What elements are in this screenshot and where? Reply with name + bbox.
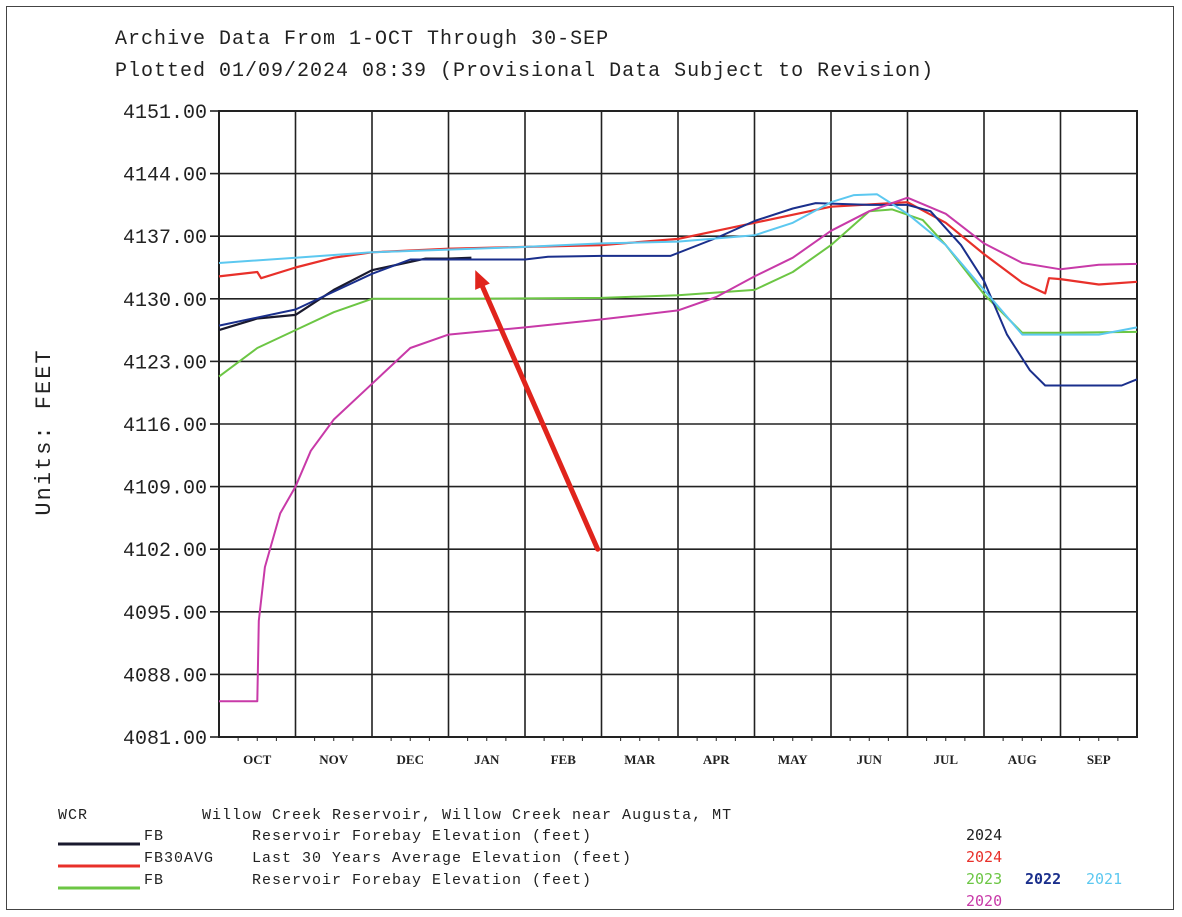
y-tick-label: 4130.00 [123, 290, 207, 313]
y-tick-label: 4116.00 [123, 415, 207, 438]
x-tick-label: JUN [857, 752, 883, 767]
x-tick-label: DEC [397, 752, 424, 767]
x-tick-labels: OCT NOV DEC JAN FEB MAR APR MAY JUN JUL AUG SEP [237, 737, 1119, 767]
series-line-fb-2023 [218, 208, 1138, 378]
y-axis-label: Units: FEET [32, 348, 57, 515]
legend-year-2024: 2024 [966, 826, 1002, 844]
legend-code-fb-2: FB [144, 872, 164, 889]
legend-desc-fb-2: Reservoir Forebay Elevation (feet) [252, 872, 592, 889]
y-tick-label: 4081.00 [123, 728, 207, 751]
series-group [218, 193, 1138, 703]
series-line-fb-2022 [218, 202, 1138, 387]
y-tick-labels: 4151.00 4144.00 4137.00 4130.00 4123.00 4116.… [123, 102, 219, 751]
y-tick-label: 4109.00 [123, 478, 207, 501]
legend-year-2022: 2022 [1025, 870, 1061, 888]
x-tick-label: NOV [319, 752, 349, 767]
legend-year-2021: 2021 [1086, 870, 1122, 888]
legend-desc-fb: Reservoir Forebay Elevation (feet) [252, 828, 592, 845]
plot-grid [218, 110, 1138, 738]
y-tick-label: 4144.00 [123, 165, 207, 188]
annotation-group [475, 270, 601, 552]
legend-desc-fb30avg: Last 30 Years Average Elevation (feet) [252, 850, 632, 867]
x-tick-label: OCT [243, 752, 272, 767]
annotation-arrow-head [475, 270, 490, 290]
x-tick-label: APR [703, 752, 730, 767]
series-line-fb30avg-2024 [218, 201, 1138, 295]
y-tick-label: 4095.00 [123, 603, 207, 626]
x-tick-label: AUG [1008, 752, 1037, 767]
legend-code-fb30avg: FB30AVG [144, 850, 214, 867]
y-tick-label: 4123.00 [123, 352, 207, 375]
legend-year-2020: 2020 [966, 892, 1002, 910]
y-tick-label: 4151.00 [123, 102, 207, 125]
chart-header-line1: Archive Data From 1-OCT Through 30-SEP [115, 28, 609, 51]
x-tick-label: FEB [551, 752, 577, 767]
legend-year-2023: 2023 [966, 870, 1002, 888]
x-tick-label: SEP [1087, 752, 1111, 767]
y-tick-label: 4088.00 [123, 665, 207, 688]
legend-year-2024-avg: 2024 [966, 848, 1002, 866]
y-tick-label: 4137.00 [123, 227, 207, 250]
x-tick-label: JUL [933, 752, 958, 767]
chart-frame [6, 6, 1174, 910]
annotation-arrow-shaft [480, 284, 601, 552]
legend-station-code: WCR [58, 807, 88, 824]
y-tick-label: 4102.00 [123, 540, 207, 563]
x-tick-label: MAY [778, 752, 808, 767]
x-tick-label: MAR [624, 752, 656, 767]
legend-code-fb: FB [144, 828, 164, 845]
x-tick-label: JAN [474, 752, 500, 767]
series-line-fb-2021 [218, 193, 1138, 336]
series-line-fb-2020 [219, 196, 1138, 703]
legend-station-name: Willow Creek Reservoir, Willow Creek nea… [202, 807, 732, 824]
chart-header-line2: Plotted 01/09/2024 08:39 (Provisional Da… [115, 60, 934, 83]
series-line-fb-2024 [218, 256, 472, 332]
legend: WCR Willow Creek Reservoir, Willow Creek… [58, 807, 1122, 910]
